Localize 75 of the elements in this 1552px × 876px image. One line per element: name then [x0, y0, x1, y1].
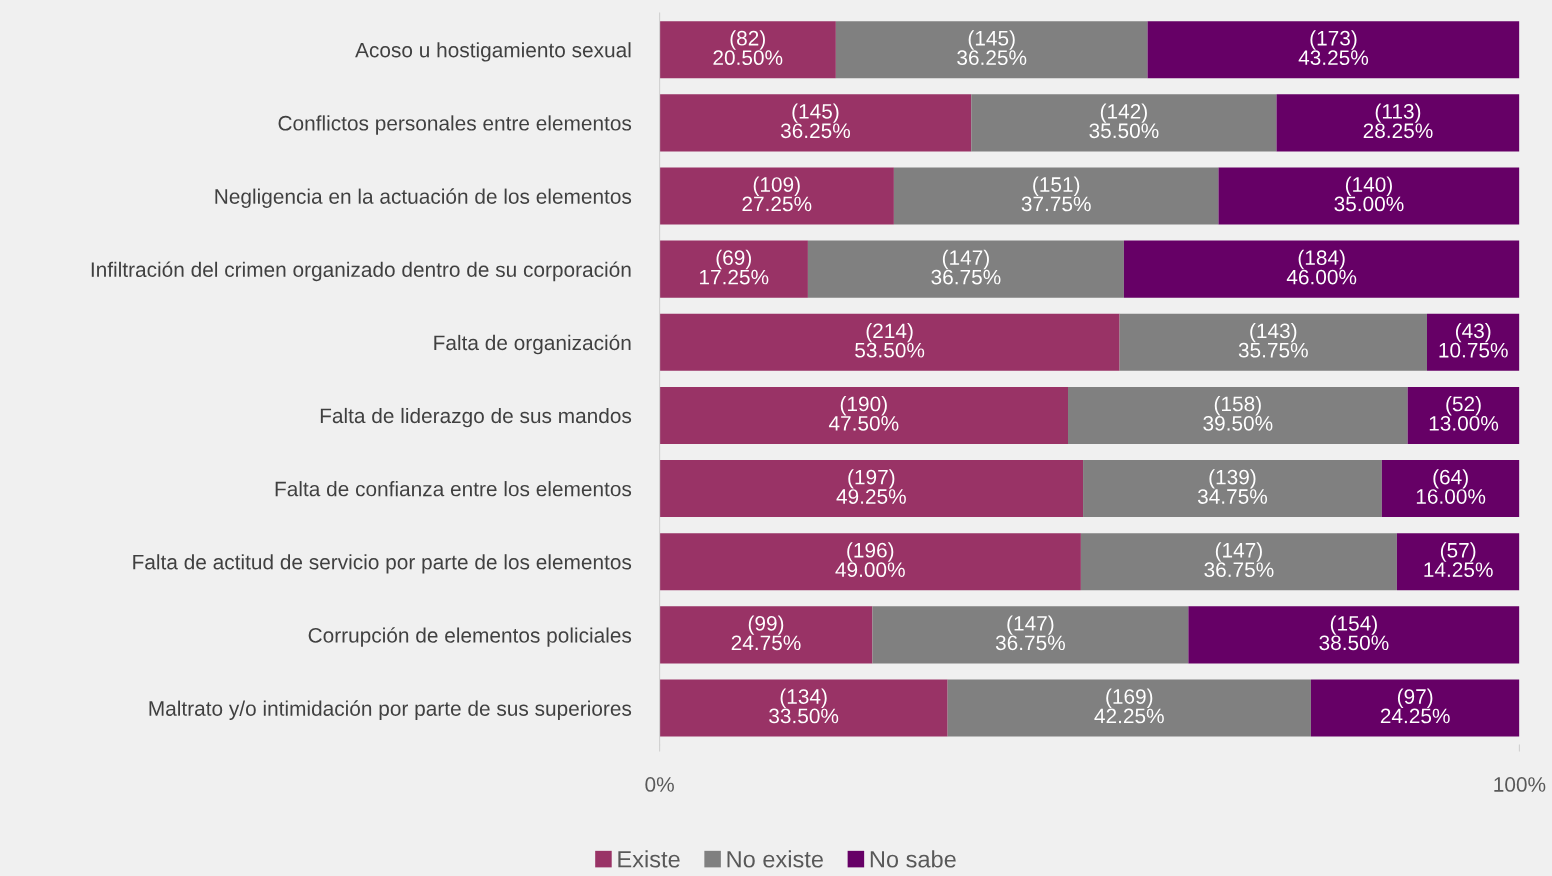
data-label: (197) 49.25%	[836, 469, 906, 504]
data-label: (190) 47.50%	[828, 396, 899, 431]
data-label: (158) 39.50%	[1203, 396, 1273, 431]
data-label: (139) 34.75%	[1197, 469, 1268, 504]
bar	[1147, 21, 1520, 79]
y-tick-label: Negligencia en la actuación de los elementos	[215, 188, 632, 208]
x-tick-label: 100%	[1494, 777, 1546, 792]
bar	[1407, 386, 1520, 444]
y-tick-label: Maltrato y/o intimidación por parte de sus superiores	[149, 700, 632, 721]
data-label: (147) 36.75%	[931, 249, 1001, 285]
bar	[1080, 533, 1397, 591]
data-label: (142) 35.50%	[1089, 103, 1159, 139]
bar	[1123, 240, 1520, 298]
bar	[807, 240, 1124, 298]
bar	[835, 21, 1148, 79]
bar	[947, 679, 1311, 737]
legend-label: No existe	[727, 850, 823, 868]
data-label: (169) 42.25%	[1094, 688, 1164, 724]
data-label: (145) 36.25%	[957, 30, 1027, 66]
data-label: (43) 10.75%	[1439, 322, 1508, 358]
y-tick-label: Falta de confianza entre los elementos	[275, 481, 632, 497]
y-tick-label: Acoso u hostigamiento sexual	[355, 42, 631, 62]
data-label: (99) 24.75%	[731, 615, 801, 651]
bar	[872, 606, 1189, 664]
bar	[1119, 313, 1427, 371]
bar	[659, 313, 1120, 371]
bar	[1218, 167, 1520, 225]
bar	[1396, 533, 1520, 591]
data-label: (113) 28.25%	[1363, 103, 1433, 139]
bar	[1381, 460, 1520, 518]
bar	[659, 21, 836, 79]
data-label: (57) 14.25%	[1424, 542, 1493, 578]
bar	[1276, 94, 1520, 152]
bar	[1068, 386, 1408, 444]
data-label: (154) 38.50%	[1319, 615, 1389, 651]
data-label: (196) 49.00%	[835, 542, 905, 578]
data-label: (147) 36.75%	[995, 615, 1065, 651]
bar	[1310, 679, 1520, 737]
data-label: (109) 27.25%	[742, 176, 812, 212]
y-tick-label: Infiltración del crimen organizado dentro de su corporación	[91, 261, 631, 282]
y-tick-label: Falta de actitud de servicio por parte de los elementos	[133, 554, 632, 574]
bar	[659, 386, 1069, 444]
y-tick-label: Falta de liderazgo de sus mandos	[320, 407, 632, 428]
data-label: (173) 43.25%	[1298, 30, 1369, 66]
bar	[893, 167, 1219, 225]
bar	[659, 679, 948, 737]
x-tick-label: 0%	[645, 777, 674, 792]
data-label: (134) 33.50%	[769, 688, 839, 724]
bar	[971, 94, 1277, 152]
legend-label: No sabe	[870, 850, 956, 868]
data-label: (64) 16.00%	[1416, 469, 1486, 504]
data-label: (147) 36.75%	[1204, 542, 1274, 578]
data-label: (140) 35.00%	[1334, 176, 1404, 212]
data-label: (97) 24.25%	[1380, 688, 1450, 724]
bar	[659, 606, 873, 664]
y-tick-label: Falta de organización	[434, 334, 631, 355]
bar	[659, 94, 972, 152]
legend-label: Existe	[618, 850, 680, 868]
data-label: (143) 35.75%	[1238, 322, 1308, 358]
data-label: (145) 36.25%	[780, 103, 851, 139]
bar	[659, 533, 1081, 591]
bar	[1083, 460, 1382, 518]
bar	[659, 240, 808, 298]
data-label: (151) 37.75%	[1021, 176, 1091, 212]
bar	[1188, 606, 1520, 664]
bar	[1426, 313, 1520, 371]
data-label: (184) 46.00%	[1286, 249, 1357, 285]
data-label: (82) 20.50%	[713, 30, 783, 66]
bar	[659, 167, 894, 225]
y-tick-label: Corrupción de elementos policiales	[308, 627, 632, 647]
data-label: (214) 53.50%	[855, 322, 925, 358]
y-tick-label: Conflictos personales entre elementos	[278, 115, 632, 135]
data-label: (52) 13.00%	[1429, 396, 1499, 431]
data-label: (69) 17.25%	[700, 249, 769, 285]
bar	[659, 460, 1084, 518]
